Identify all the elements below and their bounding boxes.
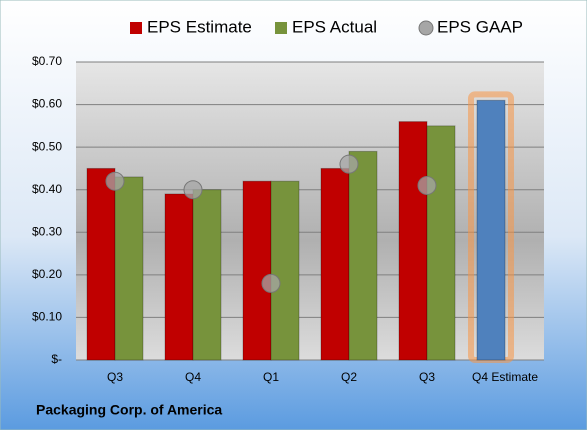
y-tick-label: $0.40 — [32, 182, 62, 196]
bar — [192, 189, 222, 361]
y-tick-label: $0.70 — [32, 54, 62, 68]
y-tick-label: $- — [51, 352, 62, 366]
bar — [348, 150, 378, 361]
point — [417, 175, 437, 195]
x-tick-label: Q3 — [419, 370, 435, 384]
legend-label: EPS Actual — [292, 17, 377, 36]
bar — [114, 176, 144, 361]
y-tick-label: $0.60 — [32, 97, 62, 111]
y-tick-label: $0.10 — [32, 310, 62, 324]
bar — [398, 121, 428, 361]
point — [183, 180, 203, 200]
point — [261, 273, 281, 293]
x-tick-label: Q4 — [185, 370, 201, 384]
bar — [270, 180, 300, 361]
x-tick-label: Q3 — [107, 370, 123, 384]
point — [105, 171, 125, 191]
y-tick-label: $0.50 — [32, 139, 62, 153]
x-tick-label: Q1 — [263, 370, 279, 384]
bar — [476, 99, 506, 361]
y-tick-label: $0.30 — [32, 224, 62, 238]
legend-swatch — [275, 22, 287, 34]
bar — [426, 125, 456, 361]
legend-swatch — [130, 22, 142, 34]
legend-label: EPS GAAP — [437, 17, 523, 36]
x-tick-label: Q4 Estimate — [472, 370, 538, 384]
footer: Packaging Corp. of America — [36, 402, 222, 418]
bar — [86, 167, 116, 361]
bar — [164, 193, 194, 361]
legend-label: EPS Estimate — [147, 17, 252, 36]
point — [339, 154, 359, 174]
y-tick-label: $0.20 — [32, 267, 62, 281]
bar — [320, 167, 350, 361]
bar — [242, 180, 272, 361]
plot-area — [76, 62, 544, 360]
x-tick-label: Q2 — [341, 370, 357, 384]
legend-swatch — [418, 20, 434, 36]
